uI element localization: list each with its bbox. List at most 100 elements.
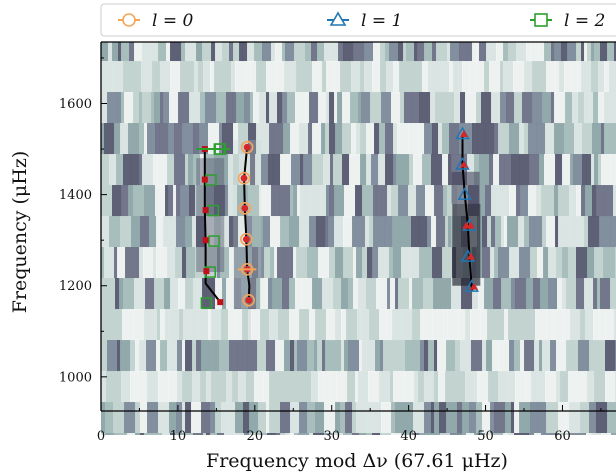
power-cell [544, 154, 556, 186]
power-cell [598, 61, 605, 93]
power-cell [528, 123, 537, 155]
power-cell [371, 154, 379, 186]
power-cell [242, 42, 248, 62]
power-cell [365, 216, 370, 248]
power-cell [501, 278, 512, 310]
power-cell [342, 92, 351, 124]
power-cell [228, 154, 234, 186]
power-cell [196, 42, 203, 62]
power-cell [216, 92, 227, 124]
power-cell [540, 278, 549, 310]
power-cell [211, 309, 222, 341]
power-cell [315, 309, 327, 341]
power-cell [360, 123, 367, 155]
power-cell [487, 309, 496, 341]
x-tick-label: 10 [170, 429, 187, 444]
power-cell [600, 278, 611, 310]
power-cell [360, 61, 365, 93]
power-cell [149, 42, 159, 62]
power-cell [419, 92, 431, 124]
power-cell [381, 92, 392, 124]
power-cell [427, 216, 432, 248]
power-cell [508, 42, 512, 62]
power-cell [362, 185, 374, 217]
power-cell [329, 123, 336, 155]
power-cell [554, 42, 562, 62]
power-cell [492, 340, 499, 372]
power-cell [434, 185, 444, 217]
power-cell [250, 92, 254, 124]
power-cell [175, 247, 183, 279]
power-cell [406, 154, 410, 186]
power-cell [133, 92, 140, 124]
power-cell [168, 309, 180, 341]
power-cell [405, 61, 417, 93]
power-cell [223, 61, 232, 93]
power-cell [221, 309, 229, 341]
power-cell [571, 61, 578, 93]
power-cell [247, 340, 258, 372]
power-cell [485, 433, 494, 435]
power-cell [234, 278, 242, 310]
power-cell [226, 92, 233, 124]
power-cell [182, 340, 186, 372]
power-cell [352, 433, 360, 435]
power-cell [222, 123, 234, 155]
power-cell [222, 278, 227, 310]
power-cell [214, 185, 226, 217]
power-cell [295, 278, 302, 310]
power-cell [487, 216, 492, 248]
power-cell [101, 154, 110, 186]
l2-model-point [203, 268, 210, 275]
power-cell [425, 185, 435, 217]
power-cell [289, 278, 296, 310]
power-cell [585, 185, 593, 217]
power-cell [254, 42, 263, 62]
power-cell [607, 42, 615, 62]
power-cell [101, 42, 109, 62]
power-cell [329, 433, 333, 435]
power-cell [136, 247, 140, 279]
power-cell [211, 42, 216, 62]
power-cell [553, 309, 564, 341]
power-cell [491, 371, 499, 403]
power-cell [287, 92, 296, 124]
power-cell [412, 278, 424, 310]
power-cell [394, 340, 406, 372]
power-cell [158, 402, 170, 434]
power-cell [484, 61, 490, 93]
power-cell [329, 247, 336, 279]
power-cell [257, 340, 267, 372]
power-cell [530, 42, 539, 62]
power-cell [564, 61, 572, 93]
power-cell [140, 433, 145, 435]
power-cell [139, 123, 145, 155]
power-cell [301, 61, 313, 93]
power-cell [397, 123, 409, 155]
power-cell [587, 247, 595, 279]
power-cell [335, 247, 344, 279]
power-cell [459, 42, 468, 62]
power-cell [322, 278, 327, 310]
power-cell [333, 154, 339, 186]
power-cell [101, 309, 110, 341]
power-cell [170, 278, 179, 310]
power-cell [232, 92, 237, 124]
power-cell [470, 309, 481, 341]
power-cell [489, 61, 501, 93]
power-cell [373, 216, 385, 248]
power-cell [309, 433, 314, 435]
power-cell [389, 247, 394, 279]
power-cell [551, 185, 555, 217]
power-cell [424, 340, 429, 372]
power-cell [180, 185, 190, 217]
power-cell [269, 92, 278, 124]
power-cell [499, 154, 505, 186]
power-cell [229, 42, 234, 62]
power-cell [531, 371, 539, 403]
power-cell [329, 92, 335, 124]
power-cell [206, 216, 215, 248]
power-cell [323, 154, 331, 186]
y-tick-label: 1400 [59, 188, 92, 203]
power-cell [318, 247, 330, 279]
